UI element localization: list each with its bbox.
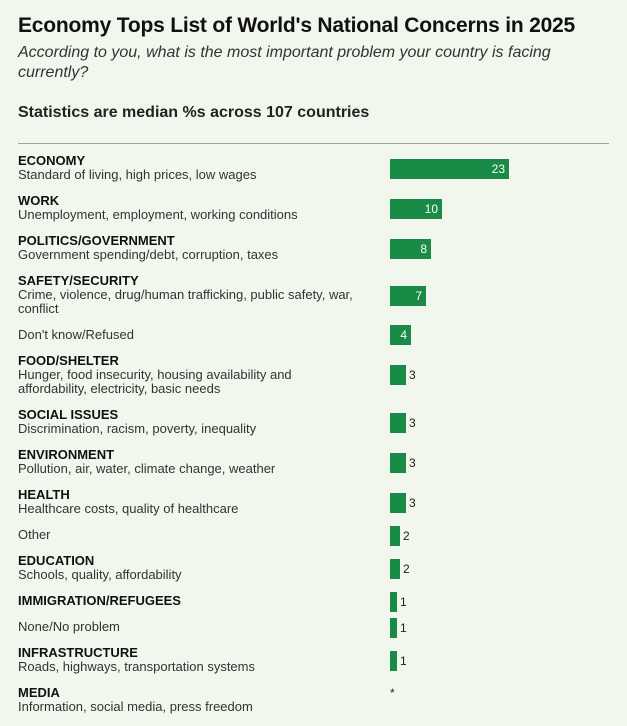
chart-subtitle: According to you, what is the most impor…	[18, 44, 551, 81]
bar-value-label: 2	[403, 529, 410, 543]
category-description: Healthcare costs, quality of healthcare	[18, 501, 239, 516]
bar-value-label: *	[390, 686, 395, 700]
bar-value-label: 4	[400, 328, 407, 342]
bar	[390, 325, 411, 345]
bar	[390, 453, 406, 473]
bar	[390, 199, 442, 219]
bar-value-label: 3	[409, 416, 416, 430]
category-description: Information, social media, press freedom	[18, 699, 253, 714]
category-description: Unemployment, employment, working condit…	[18, 207, 298, 222]
category-description: Schools, quality, affordability	[18, 567, 182, 582]
bar	[390, 286, 426, 306]
category-description: Crime, violence, drug/human trafficking,…	[18, 287, 353, 316]
category-description: Don't know/Refused	[18, 327, 134, 342]
chart-title: Economy Tops List of World's National Co…	[18, 14, 576, 37]
category-label: SOCIAL ISSUES	[18, 407, 119, 422]
category-label: MEDIA	[18, 685, 60, 700]
bar	[390, 159, 509, 179]
statistics-note: Statistics are median %s across 107 coun…	[18, 104, 370, 121]
category-label: ENVIRONMENT	[18, 447, 115, 462]
bar-value-label: 8	[420, 242, 427, 256]
bar	[390, 413, 406, 433]
bar-value-label: 23	[491, 162, 505, 176]
category-label: WORK	[18, 193, 60, 208]
category-description: Other	[18, 527, 51, 542]
category-label: POLITICS/GOVERNMENT	[18, 233, 175, 248]
category-description: Discrimination, racism, poverty, inequal…	[18, 421, 257, 436]
category-label: HEALTH	[18, 487, 70, 502]
bar	[390, 559, 400, 579]
bar-value-label: 3	[409, 496, 416, 510]
category-description: Government spending/debt, corruption, ta…	[18, 247, 279, 262]
bar-value-label: 2	[403, 562, 410, 576]
category-label: FOOD/SHELTER	[18, 353, 119, 368]
bar	[390, 592, 397, 612]
bar-value-label: 1	[400, 595, 407, 609]
category-label: IMMIGRATION/REFUGEES	[18, 593, 181, 608]
header-divider	[18, 143, 609, 144]
category-description: None/No problem	[18, 619, 120, 634]
category-label: SAFETY/SECURITY	[18, 273, 139, 288]
bar-value-label: 3	[409, 456, 416, 470]
bar	[390, 493, 406, 513]
category-description: Standard of living, high prices, low wag…	[18, 167, 257, 182]
category-description: Pollution, air, water, climate change, w…	[18, 461, 276, 476]
bar	[390, 618, 397, 638]
bar-value-label: 10	[424, 202, 438, 216]
bar	[390, 651, 397, 671]
category-label: INFRASTRUCTURE	[18, 645, 138, 660]
bar-value-label: 1	[400, 621, 407, 635]
bar	[390, 365, 406, 385]
bar	[390, 239, 431, 259]
category-label: EDUCATION	[18, 553, 95, 568]
category-label: ECONOMY	[18, 153, 86, 168]
bar	[390, 526, 400, 546]
category-description: Hunger, food insecurity, housing availab…	[18, 367, 292, 396]
category-description: Roads, highways, transportation systems	[18, 659, 255, 674]
bar-value-label: 3	[409, 368, 416, 382]
bar-value-label: 1	[400, 654, 407, 668]
bar-value-label: 7	[415, 289, 422, 303]
